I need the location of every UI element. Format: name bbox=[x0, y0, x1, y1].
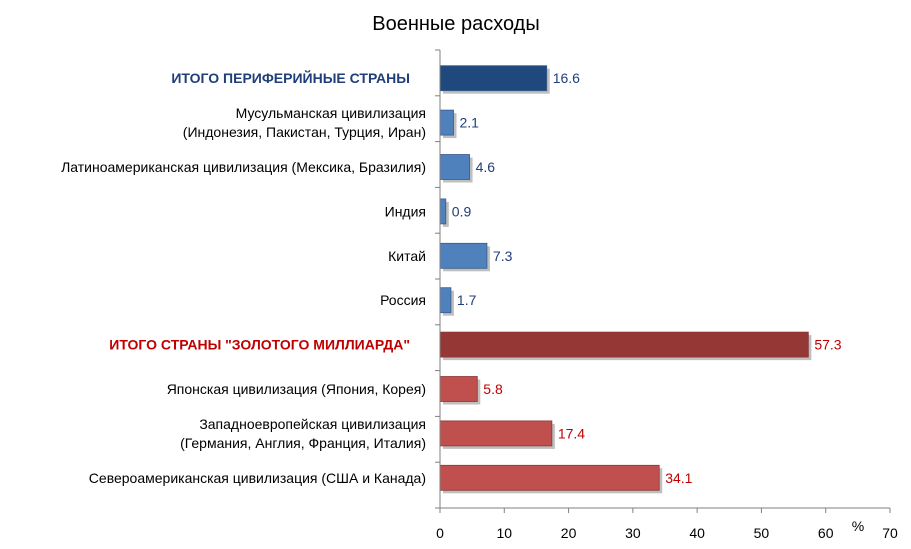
x-tick-label: 50 bbox=[754, 525, 770, 541]
category-label: Западноевропейская цивилизация bbox=[199, 416, 426, 432]
category-label: (Германия, Англия, Франция, Италия) bbox=[180, 435, 426, 451]
bar bbox=[439, 287, 452, 314]
category-label: Китай bbox=[388, 248, 426, 264]
bar bbox=[439, 376, 478, 402]
bar bbox=[439, 109, 454, 136]
x-tick-label: 30 bbox=[625, 525, 641, 541]
data-label: 16.6 bbox=[553, 70, 580, 86]
bars-group: 16.6 ИТОГО ПЕРИФЕРИЙНЫЕ СТРАНЫ 2.1 Мусульма… bbox=[61, 65, 842, 494]
data-label: 0.9 bbox=[452, 203, 472, 219]
data-label: 57.3 bbox=[814, 337, 841, 353]
category-label: Североамериканская цивилизация (США и Ка… bbox=[89, 470, 426, 486]
category-label: Россия bbox=[380, 292, 426, 308]
category-label: Индия bbox=[385, 203, 426, 219]
bar bbox=[439, 154, 470, 180]
category-label: Японская цивилизация (Япония, Корея) bbox=[167, 381, 426, 397]
x-tick-label: 20 bbox=[561, 525, 577, 541]
data-label: 1.7 bbox=[457, 292, 477, 308]
bar bbox=[439, 420, 553, 447]
category-label: Латиноамериканская цивилизация (Мексика,… bbox=[61, 159, 426, 175]
bar bbox=[439, 65, 548, 92]
x-tick-label: 60 bbox=[818, 525, 834, 541]
x-tick-label: 0 bbox=[436, 525, 444, 541]
data-label: 2.1 bbox=[460, 115, 480, 131]
bar bbox=[439, 464, 660, 491]
bar bbox=[439, 198, 447, 225]
bar bbox=[439, 242, 488, 269]
data-label: 4.6 bbox=[476, 159, 496, 175]
category-label: Мусульманская цивилизация bbox=[236, 105, 426, 121]
data-label: 34.1 bbox=[665, 470, 692, 486]
unit-label: % bbox=[852, 518, 864, 534]
category-label: ИТОГО ПЕРИФЕРИЙНЫЕ СТРАНЫ bbox=[171, 69, 410, 86]
chart-title: Военные расходы bbox=[372, 13, 539, 35]
category-label: (Индонезия, Пакистан, Турция, Иран) bbox=[183, 124, 426, 140]
data-label: 7.3 bbox=[493, 248, 513, 264]
x-tick-label: 70 bbox=[882, 525, 898, 541]
data-label: 5.8 bbox=[483, 381, 503, 397]
category-label: ИТОГО СТРАНЫ "ЗОЛОТОГО МИЛЛИАРДА" bbox=[109, 337, 410, 353]
bar bbox=[439, 331, 809, 358]
x-tick-label: 40 bbox=[689, 525, 705, 541]
x-tick-label: 10 bbox=[496, 525, 512, 541]
data-label: 17.4 bbox=[558, 425, 585, 441]
x-axis: 0 10 20 30 40 50 60 70 bbox=[435, 49, 898, 541]
